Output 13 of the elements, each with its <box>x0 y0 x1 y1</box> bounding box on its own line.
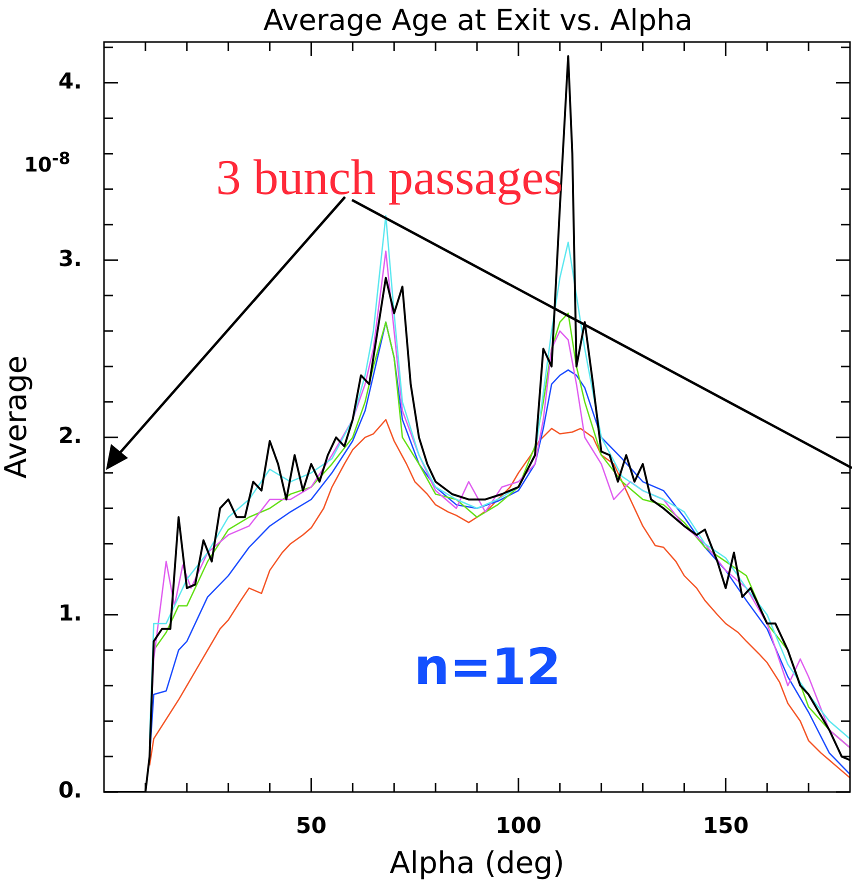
x-tick-label: 50 <box>296 814 327 839</box>
x-tick-label: 100 <box>495 814 542 839</box>
y-tick-label: 3. <box>58 246 82 272</box>
y-tick-label: 4. <box>58 70 82 94</box>
y-axis-title: Average <box>0 355 34 479</box>
y-tick-label: 0. <box>58 778 82 804</box>
y-tick-label: 2. <box>58 424 82 450</box>
annotation: n=12 <box>414 638 562 696</box>
y-tick-label: 1. <box>58 601 82 626</box>
chart-title: Average Age at Exit vs. Alpha <box>262 2 694 38</box>
text: 10$^{-8}$ <box>24 149 70 177</box>
x-axis-title: Alpha (deg) <box>390 846 564 881</box>
x-tick-label: 150 <box>702 814 749 839</box>
